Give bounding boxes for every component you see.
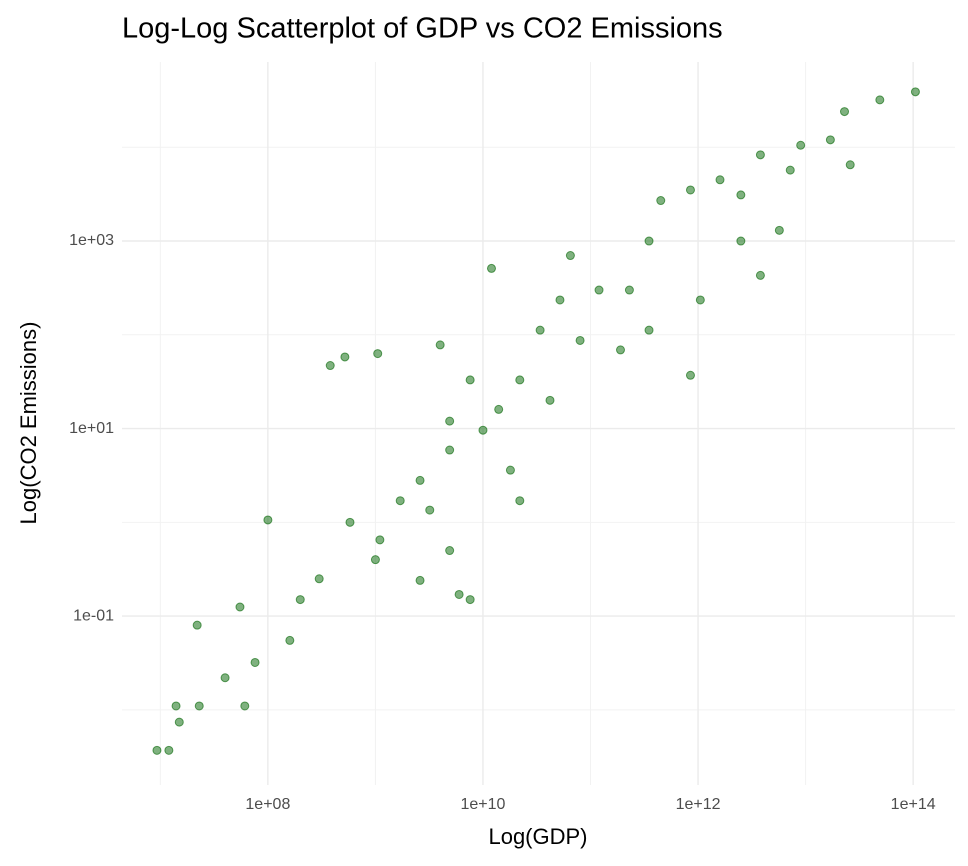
point [435, 340, 445, 350]
point [325, 361, 335, 371]
y-tick-label: 1e+01 [69, 420, 114, 437]
point [454, 589, 464, 599]
point [235, 602, 245, 612]
point [375, 535, 385, 545]
point [755, 270, 765, 280]
point [494, 404, 504, 414]
x-tick-label: 1e+14 [891, 796, 936, 813]
point [263, 515, 273, 525]
point [340, 352, 350, 362]
point [373, 349, 383, 359]
point [345, 517, 355, 527]
y-tick-label: 1e-01 [73, 607, 114, 624]
point [415, 475, 425, 485]
point [250, 657, 260, 667]
point [171, 701, 181, 711]
point [796, 140, 806, 150]
point [545, 395, 555, 405]
point [515, 496, 525, 506]
point [624, 285, 634, 295]
point [845, 160, 855, 170]
point [505, 465, 515, 475]
point [515, 375, 525, 385]
point [840, 107, 850, 117]
y-tick-label: 1e+03 [69, 232, 114, 249]
x-axis-label: Log(GDP) [488, 824, 587, 849]
point [565, 251, 575, 261]
y-axis-label: Log(CO2 Emissions) [16, 322, 41, 525]
point [445, 445, 455, 455]
x-tick-label: 1e+08 [245, 796, 290, 813]
point [478, 425, 488, 435]
point [415, 575, 425, 585]
point [755, 150, 765, 160]
point [285, 635, 295, 645]
point [295, 595, 305, 605]
point [644, 236, 654, 246]
point [445, 416, 455, 426]
point [715, 175, 725, 185]
point [174, 717, 184, 727]
point [774, 225, 784, 235]
point [825, 135, 835, 145]
point [314, 574, 324, 584]
point [425, 505, 435, 515]
point [575, 335, 585, 345]
point [736, 190, 746, 200]
point [910, 87, 920, 97]
point [615, 345, 625, 355]
point [555, 295, 565, 305]
point [370, 555, 380, 565]
point [395, 496, 405, 506]
point [486, 263, 496, 273]
x-tick-label: 1e+12 [676, 796, 721, 813]
point [736, 236, 746, 246]
point [465, 375, 475, 385]
point [875, 95, 885, 105]
point [535, 325, 545, 335]
point [194, 701, 204, 711]
point [685, 185, 695, 195]
x-tick-label: 1e+10 [461, 796, 506, 813]
point [240, 701, 250, 711]
chart-title: Log-Log Scatterplot of GDP vs CO2 Emissi… [122, 13, 723, 45]
point [192, 620, 202, 630]
point [656, 196, 666, 206]
point [685, 370, 695, 380]
point [644, 325, 654, 335]
point [164, 745, 174, 755]
point [152, 745, 162, 755]
point [220, 673, 230, 683]
point [445, 546, 455, 556]
point [465, 595, 475, 605]
point [695, 295, 705, 305]
point [594, 285, 604, 295]
point [785, 165, 795, 175]
